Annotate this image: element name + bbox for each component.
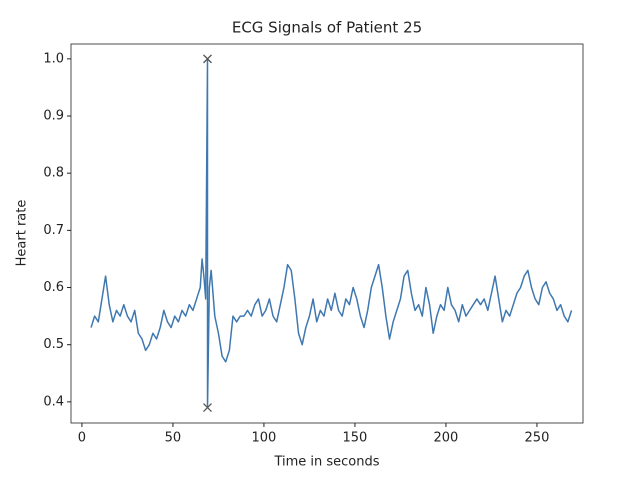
x-tick-label: 100 <box>252 431 277 446</box>
y-tick-label: 0.5 <box>43 337 64 352</box>
x-tick-label: 200 <box>434 431 459 446</box>
x-tick-label: 0 <box>78 431 86 446</box>
y-tick-label: 0.6 <box>43 280 64 295</box>
line <box>90 58 573 409</box>
y-tick-label: 0.9 <box>43 109 64 124</box>
y-tick-label: 0.4 <box>43 394 64 409</box>
y-tick-label: 0.8 <box>43 166 64 181</box>
y-axis-label: Heart rate <box>15 200 30 267</box>
marker <box>203 54 212 64</box>
chart-title: ECG Signals of Patient 25 <box>232 19 422 37</box>
x-axis-label: Time in seconds <box>273 455 379 470</box>
x-tick-label: 250 <box>525 431 550 446</box>
x-tick-label: 150 <box>343 431 368 446</box>
plot-frame <box>70 43 584 424</box>
marker <box>203 403 212 413</box>
y-tick-label: 0.7 <box>43 223 64 238</box>
x-tick-label: 50 <box>165 431 182 446</box>
y-tick-label: 1.0 <box>43 51 64 66</box>
